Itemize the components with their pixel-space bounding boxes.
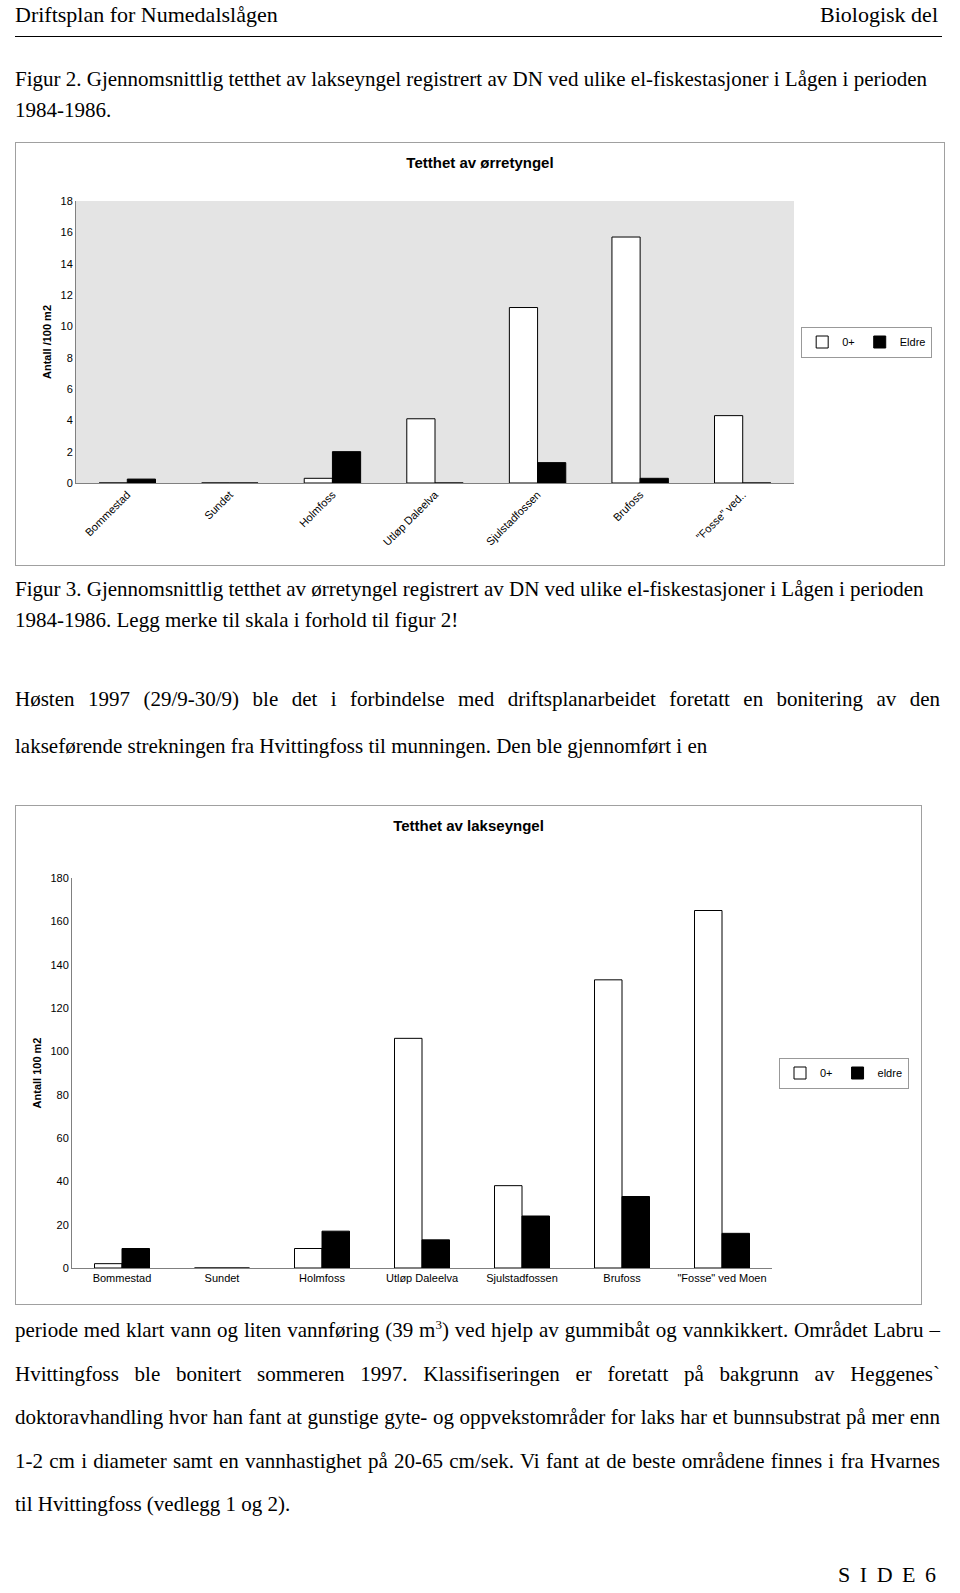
html-text:Figur 3. Gjennomsnittlig tetth: Figur 3. Gjennomsnittlig tetthet av ørre…	[15, 577, 924, 632]
svg-text:0: 0	[63, 1262, 69, 1274]
svg-text:180: 180	[50, 872, 68, 884]
svg-text:6: 6	[67, 383, 73, 395]
svg-text:Sjulstadfossen: Sjulstadfossen	[484, 489, 543, 548]
svg-text:Holmfoss: Holmfoss	[297, 488, 338, 529]
svg-text:Antall 100 m2: Antall 100 m2	[31, 1038, 43, 1109]
svg-text:eldre: eldre	[878, 1067, 902, 1079]
svg-text:"Fosse" ved Moen: "Fosse" ved Moen	[677, 1272, 766, 1284]
svg-text:0+: 0+	[820, 1067, 833, 1079]
svg-text:2: 2	[67, 446, 73, 458]
svg-text:0: 0	[67, 477, 73, 489]
html-text:S I D E 6: S I D E 6	[838, 1562, 938, 1587]
svg-text:Sundet: Sundet	[202, 489, 235, 522]
html-text:periode med klart vann og lite: periode med klart vann og liten vannføri…	[15, 1317, 940, 1516]
svg-text:20: 20	[57, 1219, 69, 1231]
svg-text:Tetthet av ørretyngel: Tetthet av ørretyngel	[406, 154, 553, 171]
html-text:Driftsplan for Numedalslågen: Driftsplan for Numedalslågen	[15, 2, 278, 27]
svg-text:Tetthet av lakseyngel: Tetthet av lakseyngel	[393, 817, 544, 834]
svg-text:120: 120	[50, 1002, 68, 1014]
html-text:Biologisk del: Biologisk del	[820, 2, 938, 27]
svg-text:18: 18	[61, 195, 73, 207]
svg-text:Holmfoss: Holmfoss	[299, 1272, 345, 1284]
svg-text:160: 160	[50, 915, 68, 927]
html-text:Høsten 1997 (29/9-30/9) ble de: Høsten 1997 (29/9-30/9) ble det i forbin…	[15, 687, 940, 758]
svg-text:4: 4	[67, 414, 73, 426]
svg-text:8: 8	[67, 352, 73, 364]
svg-text:80: 80	[57, 1089, 69, 1101]
svg-text:14: 14	[61, 258, 73, 270]
svg-text:Sjulstadfossen: Sjulstadfossen	[486, 1272, 558, 1284]
svg-text:Utløp Daleelva: Utløp Daleelva	[386, 1272, 459, 1284]
svg-text:"Fosse" ved..: "Fosse" ved..	[694, 489, 748, 543]
svg-text:10: 10	[61, 320, 73, 332]
svg-text:12: 12	[61, 289, 73, 301]
svg-text:60: 60	[57, 1132, 69, 1144]
html-text:Figur 2. Gjennomsnittlig tetth: Figur 2. Gjennomsnittlig tetthet av laks…	[15, 67, 928, 122]
svg-text:140: 140	[50, 959, 68, 971]
svg-text:Sundet: Sundet	[205, 1272, 240, 1284]
svg-text:100: 100	[50, 1045, 68, 1057]
svg-text:0+: 0+	[842, 336, 855, 348]
svg-text:Brufoss: Brufoss	[603, 1272, 641, 1284]
svg-text:Eldre: Eldre	[900, 336, 926, 348]
svg-text:Utløp Daleelva: Utløp Daleelva	[381, 488, 441, 548]
svg-text:Brufoss: Brufoss	[611, 488, 646, 523]
svg-text:40: 40	[57, 1175, 69, 1187]
svg-text:16: 16	[61, 226, 73, 238]
svg-text:Bommestad: Bommestad	[93, 1272, 152, 1284]
svg-text:Bommestad: Bommestad	[83, 489, 133, 539]
svg-text:Antall /100 m2: Antall /100 m2	[41, 305, 53, 379]
